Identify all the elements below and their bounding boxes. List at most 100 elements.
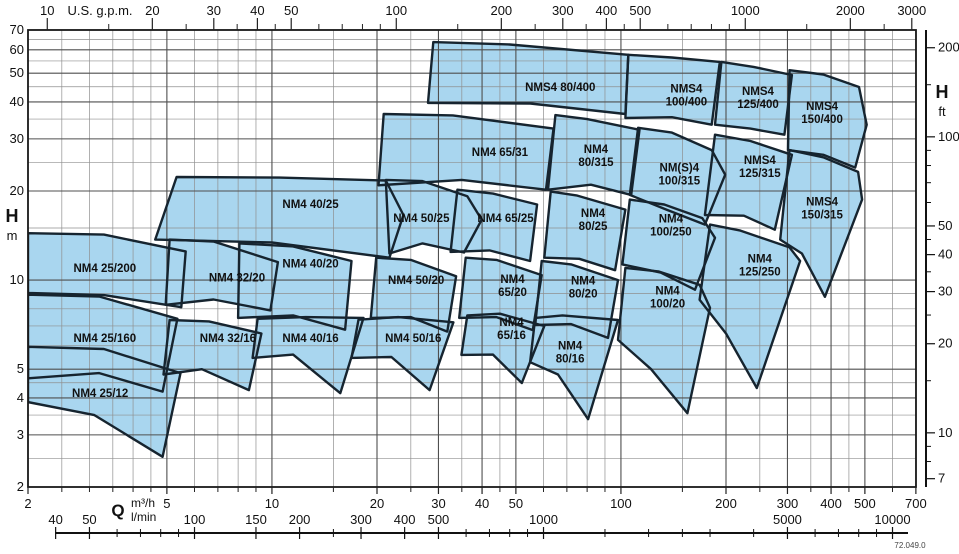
region-label-nm4-80-20: NM4 80/20 — [569, 276, 598, 301]
h-m-axis-title: H — [6, 206, 19, 226]
region-label-nms4-150-315: NMS4 150/315 — [801, 196, 843, 221]
region-label-nm4-80-25: NM4 80/25 — [579, 208, 608, 233]
region-label-nm4-50-25: NM4 50/25 — [393, 213, 450, 225]
axis-lmin: 40 50 100 150 200 300 400 500 1000 5000 10000 — [48, 512, 911, 539]
region-label-nm4-65-16: NM4 65/16 — [497, 317, 526, 342]
q-unit-m3h: m³/h — [131, 496, 155, 510]
region-label-nms4-125-400: NMS4 125/400 — [737, 86, 779, 111]
pump-region-outline-nm4-50-16 — [350, 315, 455, 392]
q-axis-title: Q — [111, 501, 124, 520]
m3h-tick-label: 700 — [905, 496, 927, 511]
pump-region-fill-nm-s-4-100-315 — [629, 127, 726, 225]
m3h-tick-label: 400 — [820, 496, 842, 511]
h-m-tick-label: 20 — [10, 183, 24, 198]
pump-region-fill-nm4-100-20 — [618, 267, 710, 414]
region-fills — [28, 42, 867, 457]
h-m-tick-label: 30 — [10, 131, 24, 146]
pump-region-outline-nm4-25-12 — [28, 345, 182, 458]
h-ft-axis-title: H — [936, 82, 949, 102]
pump-region-fill-nms4-125-315 — [704, 134, 792, 230]
region-label-nm4-25-160: NM4 25/160 — [73, 333, 136, 345]
pump-region-outline-nm4-65-31 — [377, 112, 555, 191]
h-ft-tick-label: 40 — [938, 247, 952, 262]
gpm-axis-title: U.S. g.p.m. — [67, 3, 132, 18]
pump-region-outline-nm4-25-200 — [28, 232, 187, 309]
pump-region-outline-nm4-40-25 — [154, 175, 405, 259]
h-m-tick-label: 2 — [17, 479, 24, 494]
axis-h-m: 2 3 4 5 10 20 30 40 50 60 70 Hm — [6, 22, 25, 494]
pump-region-outline-nm4-32-16 — [162, 318, 263, 392]
pump-region-fill-nms4-150-315 — [780, 150, 863, 297]
axis-h-ft: 7 10 20 30 40 50 100 200 Hft — [925, 30, 959, 487]
h-ft-tick-label: 200 — [938, 40, 959, 55]
region-label-nm4-65-20: NM4 65/20 — [498, 274, 527, 299]
pump-region-outline-nm4-100-20 — [616, 266, 712, 415]
h-m-tick-label: 3 — [17, 427, 24, 442]
h-ft-tick-label: 100 — [938, 129, 959, 144]
lmin-tick-label: 100 — [184, 512, 206, 527]
region-label-nm4-65-25: NM4 65/25 — [477, 213, 534, 225]
h-m-tick-label: 5 — [17, 361, 24, 376]
pump-region-fill-nm4-25-12 — [28, 346, 181, 457]
pump-region-outline-nm4-80-16 — [528, 314, 620, 421]
pump-region-fill-nm4-125-250 — [699, 224, 801, 388]
gpm-tick-label: 20 — [145, 3, 159, 18]
pump-region-fill-nms4-80-400 — [428, 42, 629, 114]
pump-region-outline-nm4-40-16 — [251, 315, 365, 395]
pump-region-fill-nm4-25-200 — [28, 233, 186, 308]
region-label-nm4-80-315: NM4 80/315 — [578, 144, 614, 169]
pump-region-fill-nm4-32-16 — [163, 320, 262, 391]
pump-region-fill-nms4-100-400 — [625, 54, 720, 125]
region-label-nm4-80-16: NM4 80/16 — [556, 341, 585, 366]
m3h-tick-label: 300 — [777, 496, 799, 511]
pump-region-fill-nm4-50-20 — [370, 257, 457, 332]
pump-region-fill-nm4-80-16 — [530, 315, 618, 420]
gpm-tick-label: 100 — [385, 3, 407, 18]
h-m-tick-label: 40 — [10, 94, 24, 109]
region-label-nm4-32-16: NM4 32/16 — [200, 333, 256, 345]
h-m-axis-unit: m — [7, 228, 18, 243]
h-m-tick-label: 70 — [10, 22, 24, 37]
lmin-tick-label: 50 — [82, 512, 96, 527]
pump-region-outline-nm4-65-16 — [460, 312, 546, 385]
region-label-nm4-50-20: NM4 50/20 — [388, 275, 444, 287]
lmin-tick-label: 1000 — [529, 512, 558, 527]
gpm-tick-label: 30 — [207, 3, 221, 18]
pump-region-fill-nm4-80-315 — [548, 115, 640, 195]
drawing-number: 72.049.0 — [894, 541, 926, 549]
h-m-tick-label: 60 — [10, 42, 24, 57]
pump-region-outline-nm4-125-250 — [698, 223, 802, 390]
gpm-tick-label: 500 — [629, 3, 651, 18]
pump-region-outline-nm4-40-20 — [236, 242, 353, 331]
q-unit-lmin: l/min — [131, 510, 156, 524]
m3h-tick-label: 10 — [265, 496, 279, 511]
region-label-nm4-32-20: NM4 32/20 — [209, 273, 265, 285]
pump-region-outline-nms4-125-400 — [713, 60, 794, 136]
m3h-tick-label: 30 — [431, 496, 445, 511]
m3h-tick-label: 20 — [370, 496, 384, 511]
m3h-tick-label: 200 — [715, 496, 737, 511]
region-label-nm4-100-250: NM4 100/250 — [650, 214, 692, 239]
region-label-nm4-25-200: NM4 25/200 — [73, 263, 136, 275]
pump-region-fill-nm4-65-31 — [378, 114, 554, 190]
region-label-nm4-50-16: NM4 50/16 — [385, 333, 441, 345]
pump-region-outline-nms4-150-315 — [779, 148, 864, 298]
lmin-tick-label: 200 — [289, 512, 311, 527]
pump-region-fill-nm4-40-25 — [155, 177, 404, 258]
lmin-tick-label: 400 — [394, 512, 416, 527]
lmin-tick-label: 300 — [350, 512, 372, 527]
pump-region-fill-nm4-100-250 — [622, 199, 715, 290]
gpm-tick-label: 2000 — [836, 3, 865, 18]
lmin-tick-label: 5000 — [773, 512, 802, 527]
region-label-nms4-80-400: NMS4 80/400 — [525, 82, 595, 94]
pump-region-outline-nm4-50-25 — [384, 178, 483, 255]
gpm-tick-label: 3000 — [897, 3, 926, 18]
lmin-tick-label: 40 — [48, 512, 62, 527]
axis-m3h: 2 5 10 20 30 40 50 100 200 300 400 500 700 Q m³/hl/min — [24, 487, 927, 524]
region-label-nm-s-4-100-315: NM(S)4 100/315 — [659, 163, 701, 188]
axis-gpm: 10 20 30 40 50 100 200 300 400 500 1000 2000 3000 U.S… — [40, 3, 926, 30]
m3h-tick-label: 5 — [163, 496, 170, 511]
pump-region-outline-nms4-125-315 — [703, 133, 794, 231]
